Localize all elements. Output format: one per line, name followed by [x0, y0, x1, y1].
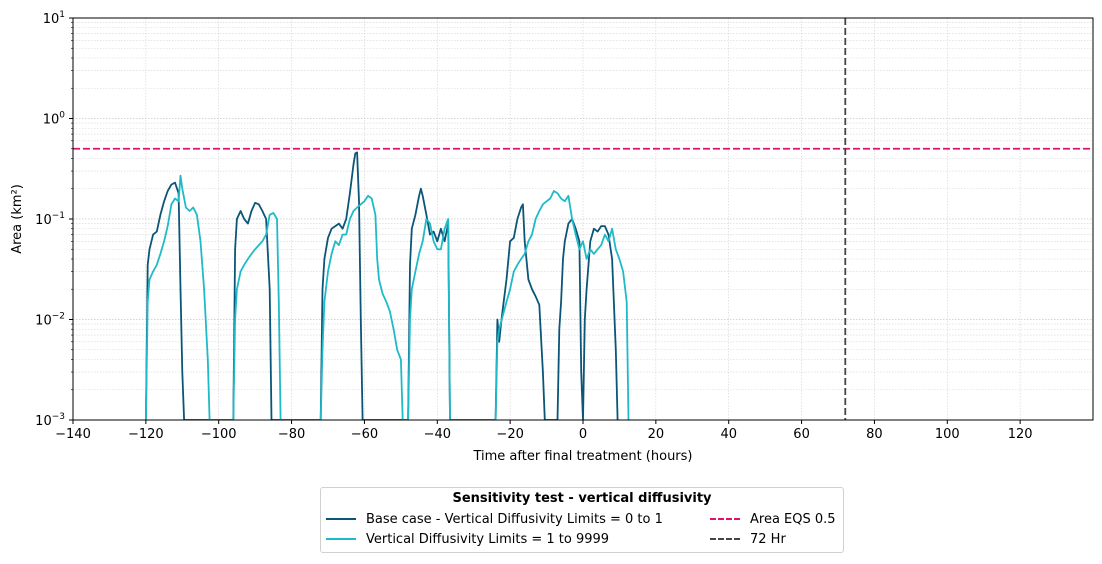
- series-layer: [145, 151, 630, 420]
- y-axis-label: Area (km²): [10, 184, 25, 254]
- series-line-1: [145, 174, 630, 420]
- legend-label-base-case: Base case - Vertical Diffusivity Limits …: [366, 511, 663, 527]
- y-tick-label: 101: [43, 10, 65, 27]
- x-tick-label: −120: [128, 427, 164, 442]
- x-tick-label: 120: [1008, 427, 1033, 442]
- legend-title: Sensitivity test - vertical diffusivity: [452, 491, 712, 506]
- legend-label-72hr: 72 Hr: [750, 531, 786, 547]
- x-tick-label: 0: [579, 427, 587, 442]
- y-tick-label: 10−3: [35, 412, 65, 429]
- y-tick-label: 10−2: [35, 312, 65, 329]
- minor-gridlines: [73, 22, 1093, 391]
- x-axis-label: Time after final treatment (hours): [472, 449, 692, 464]
- legend: Sensitivity test - vertical diffusivity …: [320, 487, 844, 553]
- x-tick-label: −80: [278, 427, 305, 442]
- x-tick-label: 40: [720, 427, 737, 442]
- x-tick-label: 80: [866, 427, 883, 442]
- x-tick-label: −60: [351, 427, 378, 442]
- legend-swatch-diffusivity-9999: [326, 538, 356, 540]
- legend-item-base-case: Base case - Vertical Diffusivity Limits …: [326, 510, 663, 528]
- legend-label-area-eqs: Area EQS 0.5: [750, 511, 836, 527]
- y-axis-ticks: 10−3 10−2 10−1 100 101: [35, 10, 73, 429]
- x-tick-label: 100: [935, 427, 960, 442]
- chart: −140 −120 −100 −80 −60 −40 −20 0 20 40 60 80 100 120 …: [10, 10, 1094, 464]
- legend-swatch-72hr: [710, 538, 740, 540]
- x-tick-label: 20: [648, 427, 665, 442]
- x-tick-label: −40: [424, 427, 451, 442]
- x-tick-label: −100: [201, 427, 237, 442]
- x-axis-ticks: −140 −120 −100 −80 −60 −40 −20 0 20 40 60 80 100 120: [55, 420, 1033, 442]
- legend-label-diffusivity-9999: Vertical Diffusivity Limits = 1 to 9999: [366, 531, 610, 547]
- series-line-0: [145, 151, 619, 420]
- y-tick-label: 10−1: [35, 211, 65, 228]
- x-tick-label: −20: [496, 427, 523, 442]
- y-tick-label: 100: [43, 111, 66, 128]
- legend-item-diffusivity-9999: Vertical Diffusivity Limits = 1 to 9999: [326, 530, 609, 548]
- legend-swatch-base-case: [326, 518, 356, 520]
- x-tick-label: 60: [793, 427, 810, 442]
- legend-swatch-area-eqs: [710, 518, 740, 520]
- legend-item-area-eqs: Area EQS 0.5: [710, 510, 836, 528]
- x-tick-label: −140: [55, 427, 91, 442]
- legend-item-72hr: 72 Hr: [710, 530, 786, 548]
- reference-lines: [73, 18, 1093, 420]
